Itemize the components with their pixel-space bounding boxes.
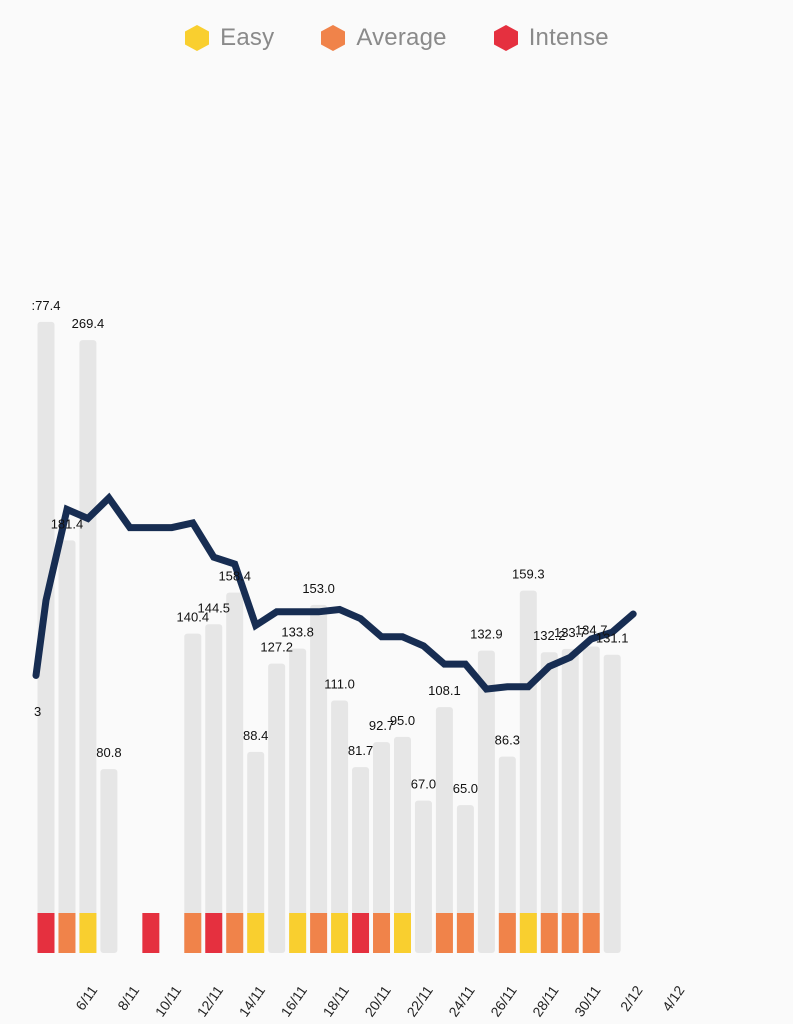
bar — [37, 321, 55, 953]
intensity-marker — [142, 913, 160, 953]
data-label: 88.4 — [243, 728, 268, 743]
bar — [268, 663, 286, 953]
intensity-marker — [205, 913, 223, 953]
x-tick-label: 4/12 — [659, 982, 688, 1014]
data-label: 134.7 — [575, 623, 608, 638]
intensity-marker — [561, 913, 579, 953]
intensity-marker — [289, 913, 307, 953]
data-label: 132.9 — [470, 627, 503, 642]
bar — [310, 604, 328, 953]
data-label: :77.4 — [32, 298, 61, 313]
data-label: 108.1 — [428, 683, 461, 698]
hexagon-icon — [184, 24, 210, 52]
intensity-marker — [519, 913, 537, 953]
x-tick-label: 8/11 — [114, 982, 142, 1013]
bar — [519, 590, 537, 953]
bar — [561, 648, 579, 953]
chart-legend: Easy Average Intense — [0, 24, 793, 52]
bar — [205, 624, 223, 953]
data-label: 86.3 — [495, 733, 520, 748]
x-tick-label: 18/11 — [319, 982, 352, 1019]
x-tick-label: 16/11 — [277, 982, 310, 1019]
legend-label-easy: Easy — [220, 24, 275, 51]
bar — [393, 736, 411, 953]
bar — [540, 652, 558, 953]
hexagon-icon — [320, 24, 346, 52]
x-tick-label: 12/11 — [194, 982, 227, 1019]
intensity-marker — [352, 913, 370, 953]
intensity-marker — [373, 913, 391, 953]
intensity-marker — [247, 913, 265, 953]
data-label: 111.0 — [324, 676, 355, 691]
data-label: 158.4 — [218, 569, 251, 584]
intensity-marker — [393, 913, 411, 953]
legend-item-intense[interactable]: Intense — [493, 24, 609, 52]
x-tick-label: 26/11 — [487, 982, 520, 1019]
intensity-marker — [582, 913, 600, 953]
x-tick-label: 24/11 — [445, 982, 478, 1019]
bar — [582, 646, 600, 953]
x-tick-label: 10/11 — [152, 982, 185, 1019]
x-tick-label: 2/12 — [617, 982, 646, 1014]
bar — [352, 767, 370, 953]
x-tick-label: 22/11 — [403, 982, 436, 1019]
data-label: 140.4 — [177, 610, 210, 625]
intensity-marker — [226, 913, 244, 953]
legend-item-average[interactable]: Average — [320, 24, 446, 52]
data-label: 92.7 — [369, 718, 394, 733]
x-tick-label: 28/11 — [529, 982, 562, 1019]
bar — [498, 756, 516, 953]
bar — [603, 654, 621, 953]
intensity-marker — [184, 913, 202, 953]
data-label: 3 — [34, 704, 41, 719]
intensity-marker — [435, 913, 453, 953]
data-label: 181.4 — [51, 516, 84, 531]
intensity-marker — [79, 913, 97, 953]
bar — [79, 340, 97, 953]
legend-label-intense: Intense — [528, 24, 609, 51]
bar — [226, 592, 244, 953]
bar — [435, 707, 453, 953]
data-label: 144.5 — [197, 600, 230, 615]
x-tick-label: 20/11 — [361, 982, 394, 1019]
data-label: 153.0 — [302, 581, 335, 596]
legend-item-easy[interactable]: Easy — [184, 24, 274, 52]
data-label: 81.7 — [348, 743, 373, 758]
data-label: 127.2 — [260, 640, 293, 655]
trend-line — [32, 492, 637, 693]
bar — [247, 751, 265, 953]
data-label: 65.0 — [453, 781, 478, 796]
hexagon-icon — [493, 24, 519, 52]
bar — [289, 648, 307, 953]
intensity-marker — [58, 913, 76, 953]
intensity-marker — [498, 913, 516, 953]
bar — [58, 540, 76, 953]
intensity-marker — [331, 913, 349, 953]
x-tick-label: 14/11 — [236, 982, 269, 1019]
x-tick-label: 6/11 — [72, 982, 100, 1013]
data-label: 67.0 — [411, 777, 436, 792]
bar — [477, 650, 495, 953]
data-label: 133.7 — [554, 625, 587, 640]
x-tick-label: 30/11 — [571, 982, 604, 1019]
bar — [100, 769, 118, 953]
bar — [331, 700, 349, 953]
data-label: 133.8 — [281, 625, 314, 640]
legend-label-average: Average — [356, 24, 447, 51]
data-label: 159.3 — [512, 567, 545, 582]
bar — [414, 800, 432, 953]
intensity-marker — [540, 913, 558, 953]
bar — [373, 742, 391, 953]
data-label: 132.2 — [533, 628, 566, 643]
data-label: 95.0 — [390, 713, 415, 728]
intensity-marker — [310, 913, 328, 953]
data-label: 131.1 — [596, 631, 629, 646]
data-label: 80.8 — [96, 745, 121, 760]
intensity-marker — [37, 913, 55, 953]
intensity-marker — [456, 913, 474, 953]
data-label: 269.4 — [72, 316, 105, 331]
bar — [184, 633, 202, 953]
